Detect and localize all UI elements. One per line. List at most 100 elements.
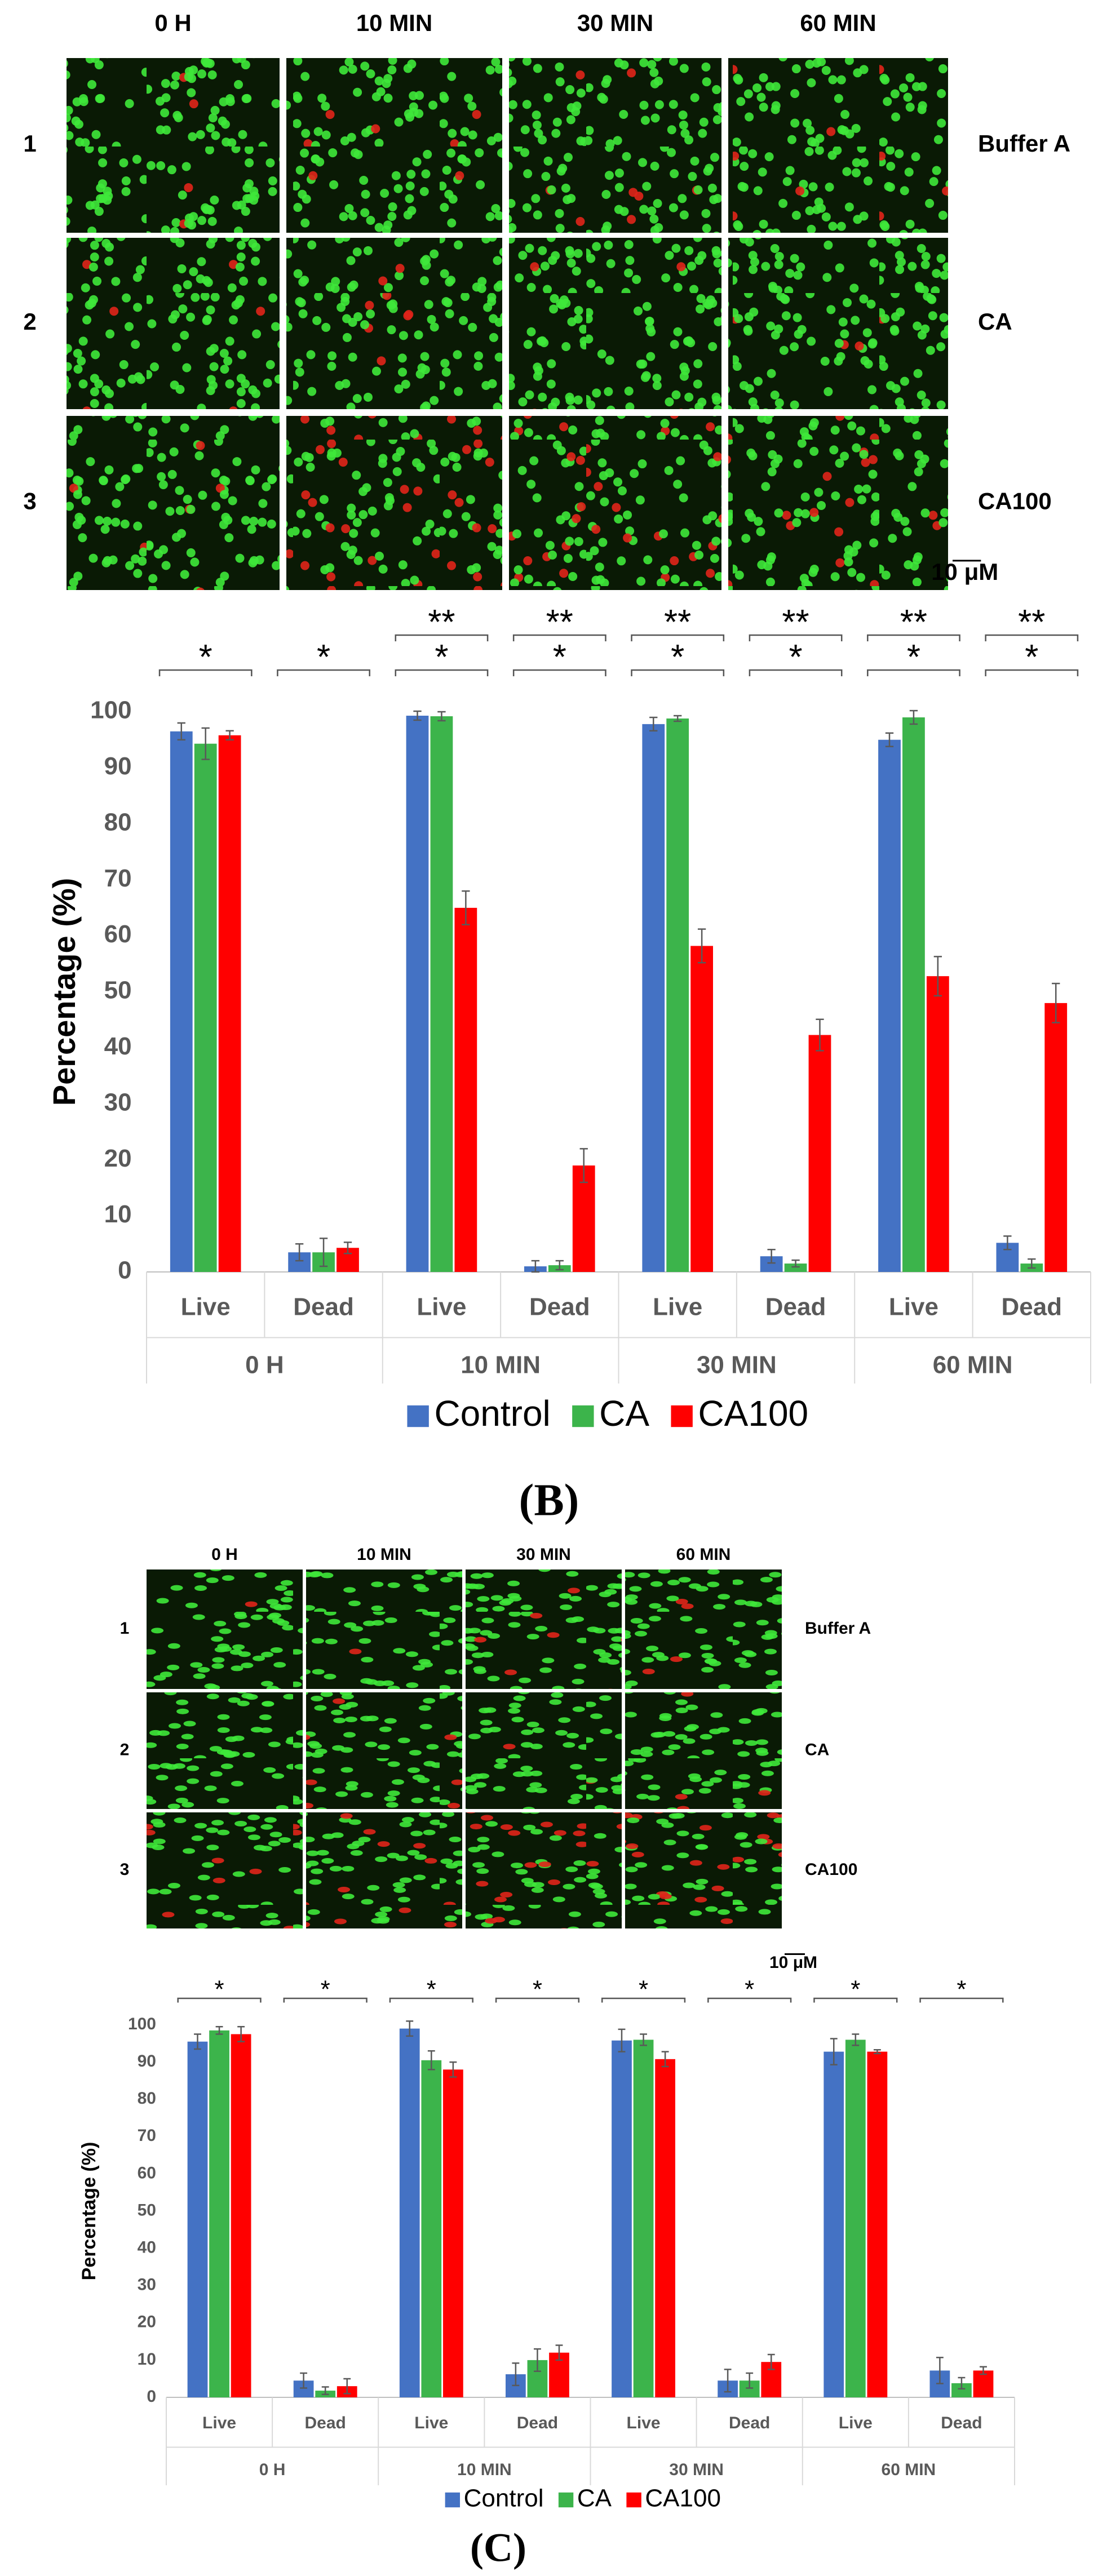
error-bar bbox=[300, 2372, 308, 2389]
error-bar bbox=[225, 730, 234, 741]
significance-bracket bbox=[749, 669, 843, 676]
significance-bracket bbox=[158, 669, 253, 676]
y-tick-label: 90 bbox=[104, 752, 132, 780]
significance-bracket bbox=[389, 1997, 473, 2003]
micrograph bbox=[286, 58, 502, 233]
x-tick-label: Live bbox=[627, 2414, 661, 2432]
bar bbox=[187, 2041, 208, 2397]
significance-label: ** bbox=[664, 603, 691, 642]
error-bar bbox=[449, 2061, 457, 2078]
error-bar bbox=[909, 710, 918, 725]
x-tick-label: Dead bbox=[529, 1293, 590, 1321]
bar bbox=[612, 2040, 632, 2397]
y-tick-label: 20 bbox=[138, 2313, 156, 2331]
y-tick-label: 50 bbox=[104, 977, 132, 1004]
significance-bracket bbox=[177, 1997, 262, 2003]
significance-label: * bbox=[671, 638, 684, 677]
significance-label: ** bbox=[428, 603, 455, 642]
y-tick-label: 10 bbox=[138, 2350, 156, 2369]
significance-bracket bbox=[601, 1997, 686, 2003]
error-bar bbox=[295, 1243, 304, 1262]
y-tick-label: 10 bbox=[104, 1200, 132, 1228]
micrograph bbox=[67, 58, 280, 233]
y-tick-label: 70 bbox=[138, 2126, 156, 2145]
x-tick-label: Dead bbox=[729, 2414, 770, 2432]
micrograph bbox=[286, 238, 502, 409]
image-column-label: 30 MIN bbox=[516, 1545, 571, 1564]
bar bbox=[642, 724, 665, 1272]
bar bbox=[690, 946, 713, 1272]
image-column-label: 0 H bbox=[211, 1545, 238, 1564]
panel-label: (C) bbox=[470, 2525, 526, 2570]
significance-bracket bbox=[277, 669, 370, 676]
error-bar bbox=[933, 956, 942, 997]
significance-label: * bbox=[533, 1975, 542, 2003]
image-row-label: CA100 bbox=[805, 1860, 857, 1879]
micrograph bbox=[728, 416, 948, 590]
legend-label: Control bbox=[434, 1393, 550, 1434]
error-bar bbox=[555, 1260, 564, 1271]
legend-label: Control bbox=[464, 2485, 544, 2512]
image-row-number: 2 bbox=[23, 308, 36, 335]
group-label: 0 H bbox=[245, 1351, 284, 1379]
y-tick-label: 40 bbox=[138, 2238, 156, 2257]
significance-label: ** bbox=[546, 603, 573, 642]
bar bbox=[218, 735, 241, 1272]
image-row-label: Buffer A bbox=[978, 130, 1070, 157]
micrograph bbox=[509, 416, 721, 590]
error-bar bbox=[427, 2050, 435, 2070]
error-bar bbox=[674, 715, 682, 722]
y-tick-label: 20 bbox=[104, 1145, 132, 1172]
micrograph bbox=[67, 238, 280, 409]
y-tick-label: 90 bbox=[138, 2052, 156, 2070]
significance-bracket bbox=[631, 634, 725, 641]
error-bar bbox=[816, 1018, 824, 1052]
legend-swatch bbox=[558, 2492, 574, 2508]
significance-bracket bbox=[395, 634, 489, 641]
significance-label: * bbox=[851, 1975, 860, 2003]
y-tick-label: 30 bbox=[138, 2276, 156, 2294]
significance-label: ** bbox=[1018, 603, 1045, 642]
error-bar bbox=[1028, 1258, 1036, 1269]
bar bbox=[421, 2060, 442, 2397]
bar bbox=[655, 2059, 675, 2397]
legend-swatch bbox=[626, 2492, 641, 2508]
micrograph bbox=[286, 416, 502, 590]
bar bbox=[666, 718, 689, 1272]
legend-swatch bbox=[572, 1405, 594, 1427]
error-bar bbox=[697, 928, 706, 964]
significance-label: * bbox=[745, 1975, 754, 2003]
y-tick-label: 30 bbox=[104, 1088, 132, 1116]
x-tick-label: Dead bbox=[293, 1293, 354, 1321]
error-bar bbox=[958, 2377, 966, 2390]
significance-bracket bbox=[867, 634, 960, 641]
y-tick-label: 80 bbox=[104, 808, 132, 836]
legend-label: CA bbox=[599, 1393, 649, 1434]
image-column-label: 10 MIN bbox=[357, 1545, 411, 1564]
micrograph bbox=[466, 1812, 622, 1928]
image-row-number: 1 bbox=[120, 1619, 130, 1638]
bar bbox=[867, 2051, 888, 2397]
x-tick-label: Live bbox=[202, 2414, 236, 2432]
y-axis-label: Percentage (%) bbox=[46, 878, 82, 1106]
significance-label: ** bbox=[782, 603, 809, 642]
image-row-number: 3 bbox=[120, 1860, 130, 1879]
error-bar bbox=[767, 2353, 775, 2370]
error-bar bbox=[661, 2051, 669, 2068]
error-bar bbox=[512, 2362, 520, 2387]
error-bar bbox=[406, 2020, 414, 2037]
significance-bracket bbox=[631, 669, 725, 676]
image-row-number: 1 bbox=[23, 130, 36, 157]
group-label: 60 MIN bbox=[882, 2460, 936, 2479]
error-bar bbox=[321, 2386, 329, 2395]
bar bbox=[845, 2039, 866, 2397]
significance-label: * bbox=[1025, 638, 1038, 677]
legend-swatch bbox=[445, 2492, 461, 2508]
significance-bracket bbox=[512, 669, 606, 676]
group-label: 30 MIN bbox=[697, 1351, 777, 1379]
bar bbox=[454, 907, 477, 1272]
x-tick-label: Dead bbox=[765, 1293, 826, 1321]
bar bbox=[399, 2028, 420, 2397]
x-tick-label: Dead bbox=[1002, 1293, 1062, 1321]
micrograph bbox=[728, 58, 948, 233]
